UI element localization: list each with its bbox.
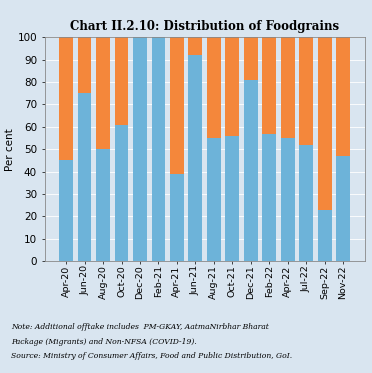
- Bar: [318, 210, 331, 261]
- Bar: [115, 125, 128, 261]
- Bar: [170, 37, 184, 174]
- Bar: [96, 37, 110, 149]
- Bar: [244, 37, 258, 80]
- Text: Package (Migrants) and Non-NFSA (COVID-19).: Package (Migrants) and Non-NFSA (COVID-1…: [11, 338, 197, 345]
- Bar: [336, 37, 350, 156]
- Bar: [318, 37, 331, 210]
- Bar: [151, 37, 166, 261]
- Bar: [207, 37, 221, 138]
- Bar: [207, 138, 221, 261]
- Bar: [244, 80, 258, 261]
- Bar: [336, 156, 350, 261]
- Bar: [281, 37, 295, 138]
- Bar: [96, 149, 110, 261]
- Bar: [189, 55, 202, 261]
- Bar: [262, 37, 276, 134]
- Bar: [262, 134, 276, 261]
- Title: Chart II.2.10: Distribution of Foodgrains: Chart II.2.10: Distribution of Foodgrain…: [70, 21, 339, 33]
- Bar: [170, 174, 184, 261]
- Bar: [59, 160, 73, 261]
- Bar: [78, 93, 92, 261]
- Bar: [189, 37, 202, 55]
- Bar: [78, 37, 92, 93]
- Y-axis label: Per cent: Per cent: [4, 128, 15, 170]
- Bar: [59, 37, 73, 160]
- Bar: [225, 136, 239, 261]
- Bar: [299, 145, 313, 261]
- Bar: [225, 37, 239, 136]
- Text: Note: Additional offtake includes  PM-GKAY, AatmaNirbhar Bharat: Note: Additional offtake includes PM-GKA…: [11, 323, 269, 330]
- Text: Source: Ministry of Consumer Affairs, Food and Public Distribution, GoI.: Source: Ministry of Consumer Affairs, Fo…: [11, 352, 292, 360]
- Bar: [299, 37, 313, 145]
- Bar: [115, 37, 128, 125]
- Bar: [133, 37, 147, 261]
- Bar: [281, 138, 295, 261]
